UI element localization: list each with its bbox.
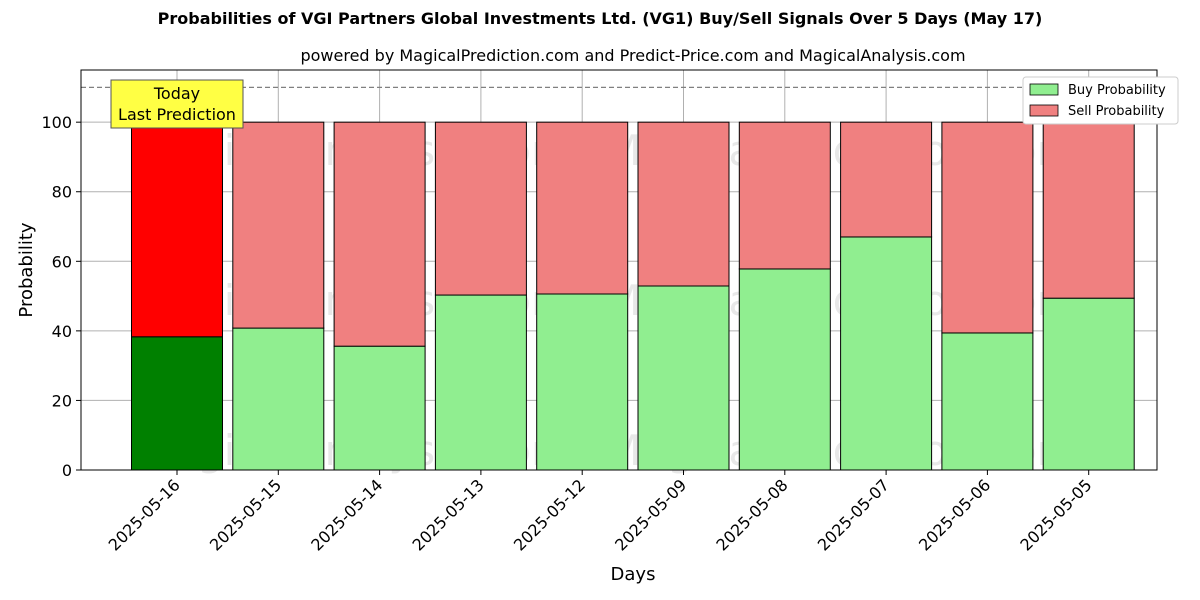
legend-label: Buy Probability bbox=[1068, 83, 1166, 98]
sell-bar bbox=[738, 121, 831, 270]
buy-bar bbox=[232, 327, 325, 471]
x-tick-label: 2025-05-14 bbox=[307, 475, 386, 554]
buy-bar bbox=[536, 293, 629, 471]
legend-swatch bbox=[1029, 83, 1059, 96]
annotation-box bbox=[110, 79, 244, 129]
legend: Buy Probability Sell Probability bbox=[1022, 76, 1179, 125]
x-tick-label: 2025-05-07 bbox=[814, 475, 893, 554]
y-tick-label: 60 bbox=[52, 252, 72, 271]
sell-bar bbox=[131, 121, 223, 338]
buy-bar bbox=[131, 336, 223, 471]
x-tick-label: 2025-05-06 bbox=[915, 475, 994, 554]
buy-bar bbox=[434, 294, 527, 471]
legend-box bbox=[1022, 76, 1179, 125]
annotation-text: Today bbox=[153, 84, 200, 103]
sell-bar bbox=[434, 121, 527, 296]
sell-bar bbox=[536, 121, 629, 295]
x-tick-label: 2025-05-05 bbox=[1016, 475, 1095, 554]
annotation-layer: Today Last Prediction bbox=[110, 79, 244, 129]
y-tick-label: 80 bbox=[52, 183, 72, 202]
x-tick-label: 2025-05-09 bbox=[611, 475, 690, 554]
sell-bar bbox=[1042, 121, 1135, 299]
x-tick-label: 2025-05-08 bbox=[712, 475, 791, 554]
buy-bar bbox=[1042, 297, 1135, 471]
sell-bar bbox=[941, 121, 1034, 334]
buy-bar bbox=[840, 236, 933, 471]
legend-label: Sell Probability bbox=[1068, 104, 1165, 119]
y-axis-label: Probability bbox=[16, 222, 37, 317]
chart-subtitle: powered by MagicalPrediction.com and Pre… bbox=[300, 46, 966, 65]
buy-bar bbox=[941, 332, 1034, 471]
x-tick-label: 2025-05-16 bbox=[105, 475, 184, 554]
plot-frame bbox=[80, 69, 1158, 471]
buy-bar bbox=[637, 285, 730, 471]
sell-bar bbox=[637, 121, 730, 287]
y-tick-label: 20 bbox=[52, 391, 72, 410]
sell-bar bbox=[333, 121, 426, 347]
sell-bar bbox=[232, 121, 325, 329]
x-tick-label: 2025-05-13 bbox=[409, 475, 488, 554]
x-tick-label: 2025-05-12 bbox=[510, 475, 589, 554]
legend-swatch bbox=[1029, 104, 1059, 117]
buy-bar bbox=[333, 345, 426, 471]
y-tick-label: 100 bbox=[41, 113, 72, 132]
y-tick-label: 40 bbox=[52, 322, 72, 341]
sell-bar bbox=[840, 121, 933, 238]
x-tick-label: 2025-05-15 bbox=[206, 475, 285, 554]
bars bbox=[131, 121, 1135, 471]
buy-bar bbox=[738, 268, 831, 471]
y-tick-label: 0 bbox=[62, 461, 72, 480]
annotation-text: Last Prediction bbox=[118, 105, 236, 124]
x-axis-label: Days bbox=[611, 564, 656, 585]
chart-title: Probabilities of VGI Partners Global Inv… bbox=[157, 9, 1043, 28]
